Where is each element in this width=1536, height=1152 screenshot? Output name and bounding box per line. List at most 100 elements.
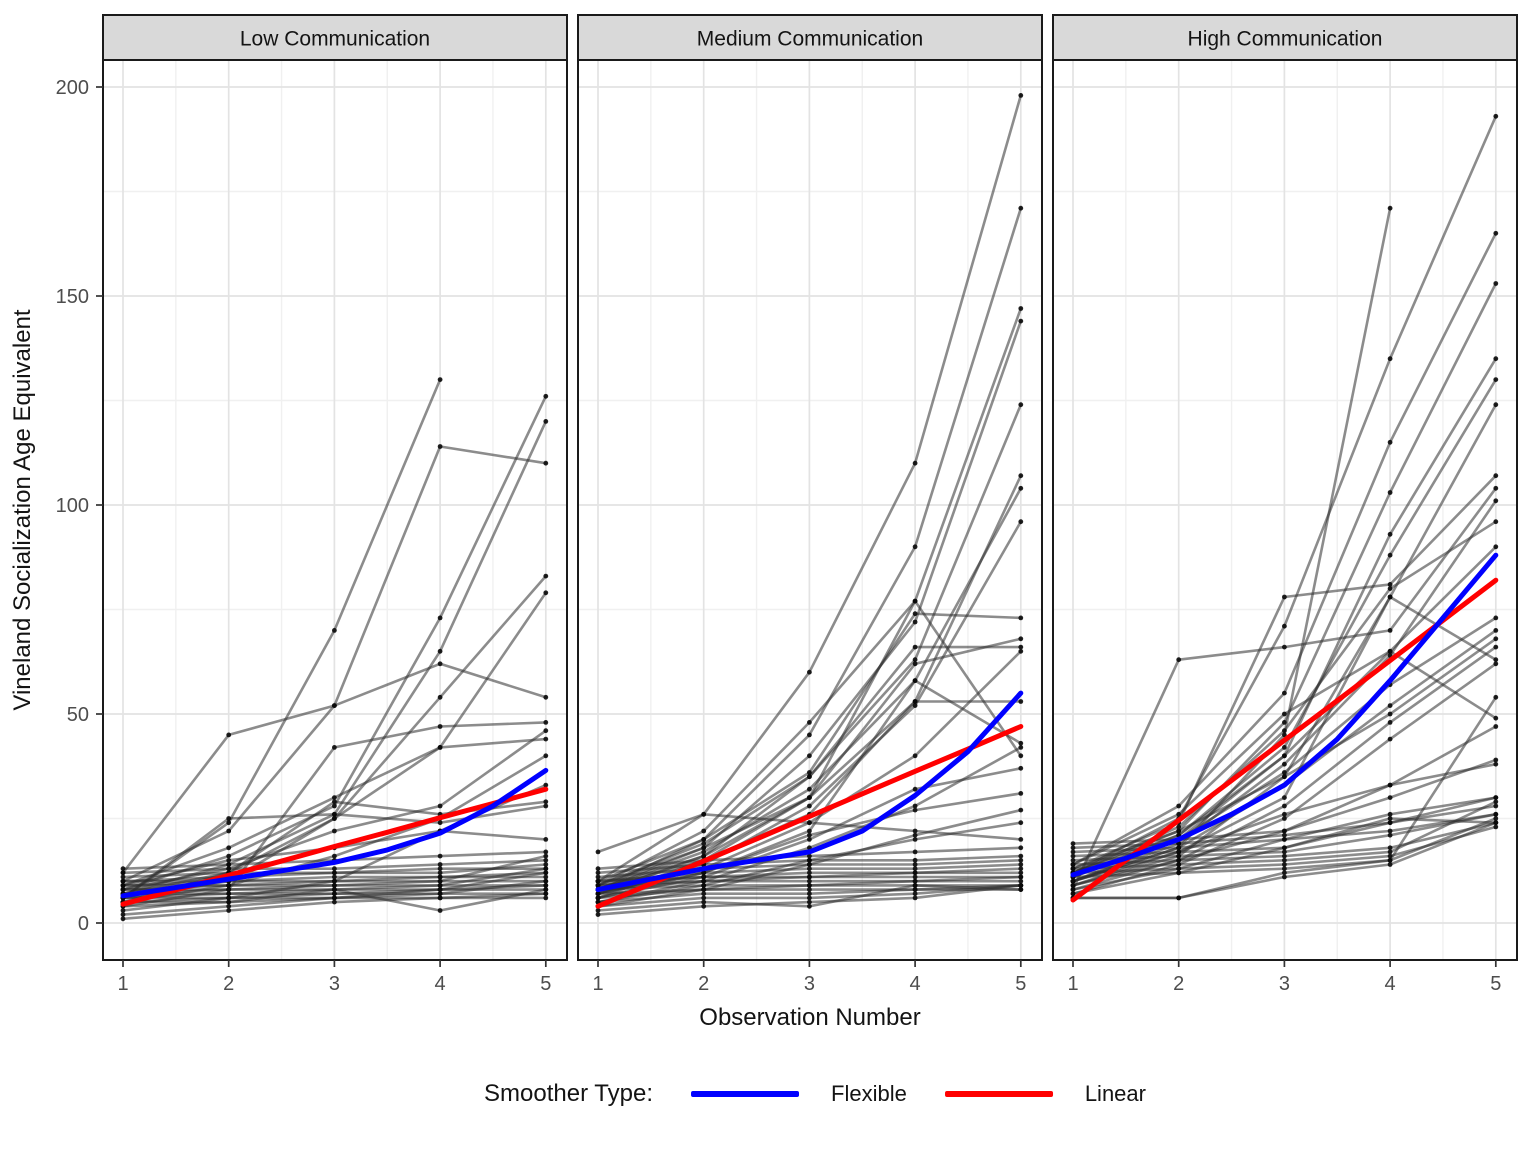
observation-point bbox=[332, 628, 337, 633]
observation-point bbox=[912, 460, 918, 466]
observation-point bbox=[437, 820, 443, 826]
y-tick-label: 150 bbox=[56, 286, 89, 308]
observation-point bbox=[1387, 853, 1393, 859]
observation-point bbox=[1070, 883, 1076, 888]
observation-point bbox=[1493, 473, 1499, 479]
observation-point bbox=[912, 703, 918, 708]
observation-point bbox=[1387, 849, 1393, 855]
observation-point bbox=[1387, 648, 1393, 654]
observation-point bbox=[1493, 519, 1499, 525]
observation-point bbox=[543, 895, 549, 901]
observation-point bbox=[1387, 205, 1393, 211]
observation-point bbox=[1018, 205, 1024, 211]
observation-point bbox=[1282, 803, 1287, 809]
observation-point bbox=[332, 703, 337, 708]
observation-point bbox=[226, 862, 232, 867]
observation-point bbox=[543, 573, 549, 579]
observation-point bbox=[226, 887, 232, 892]
observation-point bbox=[807, 732, 812, 738]
observation-point bbox=[1493, 820, 1499, 826]
facet-panel: High Communication 1 2 3 4 5 bbox=[1052, 14, 1518, 995]
observation-point bbox=[1176, 866, 1182, 872]
observation-point bbox=[226, 845, 232, 851]
observation-point bbox=[807, 770, 812, 775]
observation-point bbox=[1282, 857, 1287, 863]
observation-point bbox=[1493, 799, 1499, 805]
observation-point bbox=[807, 753, 812, 759]
observation-point bbox=[437, 870, 443, 876]
x-tick-label: 3 bbox=[329, 973, 340, 995]
subject-trajectory-line bbox=[121, 378, 442, 900]
observation-point bbox=[595, 883, 601, 888]
observation-point bbox=[1282, 711, 1287, 717]
observation-point bbox=[912, 887, 918, 892]
observation-point bbox=[912, 832, 918, 838]
facet-strip-label: Low Communication bbox=[240, 28, 430, 51]
y-tick-label: 50 bbox=[67, 704, 89, 726]
observation-point bbox=[1018, 636, 1024, 642]
observation-point bbox=[912, 807, 918, 813]
y-tick-label: 200 bbox=[56, 77, 89, 99]
observation-point bbox=[437, 853, 443, 859]
observation-point bbox=[1387, 594, 1393, 600]
observation-point bbox=[1018, 887, 1024, 892]
observation-point bbox=[543, 460, 549, 466]
observation-point bbox=[1493, 694, 1499, 700]
observation-point bbox=[437, 866, 443, 872]
observation-point bbox=[1282, 745, 1287, 750]
x-tick-label: 1 bbox=[592, 973, 603, 995]
observation-point bbox=[1387, 828, 1393, 834]
y-axis: 0 50 100 150 200 bbox=[56, 77, 103, 935]
observation-point bbox=[332, 795, 337, 800]
facet-strip bbox=[102, 14, 568, 61]
observation-point bbox=[1282, 644, 1287, 650]
observation-point bbox=[1018, 318, 1024, 324]
y-tick-label: 100 bbox=[56, 495, 89, 517]
observation-point bbox=[1070, 853, 1076, 859]
flexible-line-swatch bbox=[691, 1091, 800, 1097]
observation-point bbox=[543, 728, 549, 734]
observation-point bbox=[1282, 774, 1287, 780]
observation-point bbox=[1387, 862, 1393, 867]
observation-point bbox=[543, 753, 549, 759]
observation-point bbox=[1493, 724, 1499, 729]
observation-point bbox=[912, 866, 918, 872]
x-tick-label: 2 bbox=[223, 973, 234, 995]
x-tick-label: 5 bbox=[1015, 973, 1026, 995]
observation-point bbox=[1282, 874, 1287, 880]
observation-point bbox=[543, 782, 549, 788]
observation-point bbox=[543, 419, 549, 424]
smoother-legend: Smoother Type: Flexible Linear bbox=[484, 1080, 1146, 1108]
observation-point bbox=[332, 887, 337, 892]
observation-point bbox=[912, 786, 918, 792]
observation-point bbox=[120, 908, 126, 913]
observation-point bbox=[912, 874, 918, 880]
observation-point bbox=[1387, 795, 1393, 800]
observation-point bbox=[1493, 795, 1499, 800]
observation-point bbox=[437, 661, 443, 667]
observation-point bbox=[1493, 816, 1499, 821]
observation-point bbox=[1018, 845, 1024, 851]
flexible-smoother-line bbox=[120, 767, 549, 899]
observation-point bbox=[1282, 753, 1287, 759]
observation-point bbox=[437, 803, 443, 809]
observation-point bbox=[807, 795, 812, 800]
observation-point bbox=[543, 694, 549, 700]
observation-point bbox=[1018, 765, 1024, 771]
observation-point bbox=[701, 811, 707, 817]
observation-point bbox=[120, 912, 126, 917]
observation-point bbox=[1070, 862, 1076, 867]
observation-point bbox=[1387, 628, 1393, 633]
observation-point bbox=[912, 699, 918, 704]
observation-point bbox=[1018, 862, 1024, 867]
observation-point bbox=[1493, 661, 1499, 667]
observation-point bbox=[807, 786, 812, 792]
observation-point bbox=[1387, 811, 1393, 817]
facet-panel: Low Communication 1 2 3 4 5 bbox=[102, 14, 568, 995]
linear-line-swatch bbox=[944, 1091, 1053, 1097]
observation-point bbox=[701, 841, 707, 846]
legend-key-flexible: Flexible bbox=[691, 1081, 907, 1107]
x-tick-label: 5 bbox=[1490, 973, 1501, 995]
observation-point bbox=[807, 899, 812, 905]
observation-point bbox=[912, 883, 918, 888]
